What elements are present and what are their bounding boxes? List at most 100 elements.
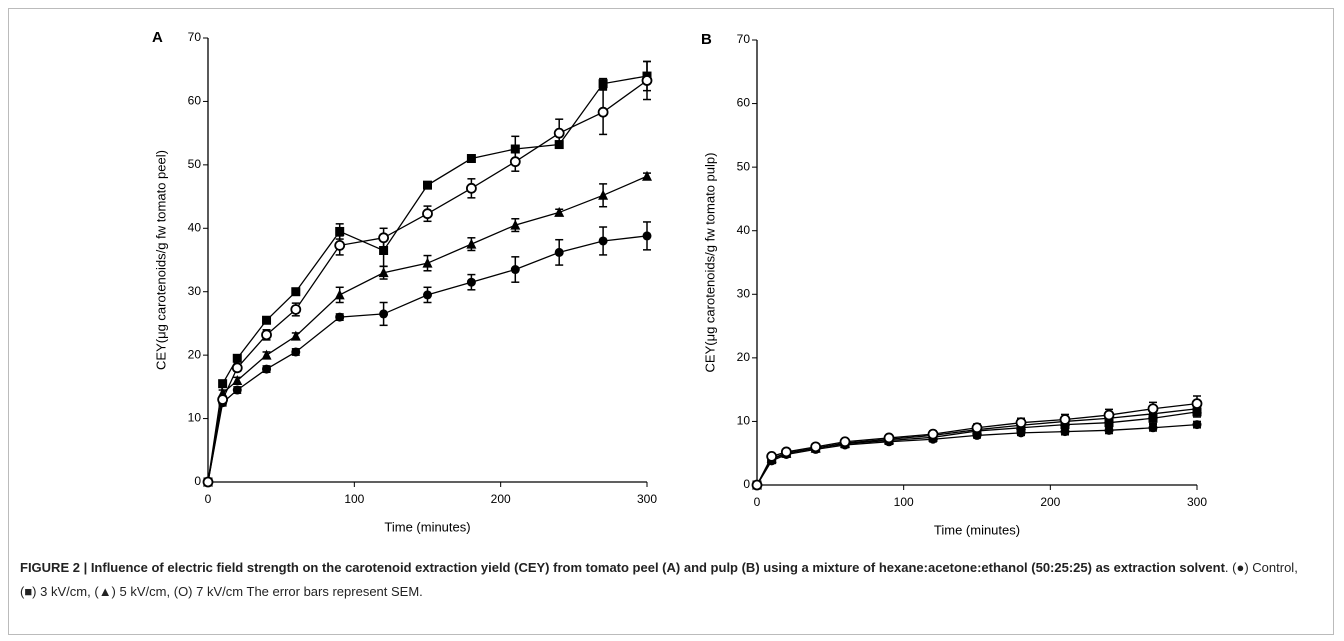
marker (510, 219, 521, 230)
marker (466, 238, 477, 249)
marker (927, 428, 939, 440)
caption-legend: (●) Control (■) 3 kV/cm (▲) 5 kV/cm (O) … (20, 560, 1298, 599)
marker (335, 226, 345, 236)
y-tick-label: 10 (188, 411, 202, 425)
legend-symbol: (■) (20, 584, 37, 599)
marker (291, 347, 301, 357)
marker (261, 349, 272, 360)
marker (839, 436, 851, 448)
marker (553, 127, 565, 139)
marker (422, 208, 433, 220)
marker (217, 394, 229, 405)
y-tick-label: 30 (188, 284, 202, 298)
marker (1104, 425, 1114, 435)
marker (334, 240, 346, 251)
marker (1191, 398, 1203, 410)
legend-item: (▲) 5 kV/cm (94, 584, 170, 599)
marker (1103, 409, 1115, 421)
legend-label: Control (1252, 560, 1295, 575)
x-axis-label: Time (minutes) (384, 519, 470, 534)
marker (423, 180, 432, 190)
y-tick-label: 40 (188, 220, 202, 234)
marker (766, 450, 778, 462)
legend-item: (■) 3 kV/cm (20, 584, 91, 599)
marker (290, 304, 302, 315)
marker (554, 206, 565, 217)
marker (1147, 403, 1159, 415)
marker (465, 182, 477, 194)
legend-label: 5 kV/cm (119, 584, 167, 599)
marker (466, 277, 476, 287)
legend-symbol: (O) (173, 584, 193, 599)
y-tick-label: 20 (737, 350, 751, 364)
legend-symbol: (●) (1232, 560, 1249, 575)
marker (554, 140, 564, 150)
series-line (207, 235, 648, 483)
marker (378, 267, 389, 278)
marker (232, 385, 242, 395)
legend-item: (●) Control (1232, 560, 1298, 575)
marker (290, 330, 301, 341)
marker (1192, 420, 1202, 430)
frame (8, 8, 1334, 635)
marker (810, 441, 822, 453)
marker (291, 287, 301, 297)
marker (780, 446, 792, 458)
x-tick-label: 100 (344, 492, 364, 506)
y-tick-label: 50 (737, 159, 751, 173)
y-tick-label: 60 (737, 96, 751, 110)
marker (554, 247, 564, 257)
legend-label: 3 kV/cm (40, 584, 88, 599)
y-axis-label: CEY(μg carotenoids/g fw tomato peel) (153, 150, 168, 370)
x-tick-label: 0 (754, 495, 761, 509)
caption-title: FIGURE 2 | Influence of electric field s… (20, 560, 1225, 575)
y-tick-label: 70 (188, 30, 202, 44)
x-tick-label: 200 (491, 492, 511, 506)
marker (334, 289, 345, 300)
y-tick-label: 70 (737, 32, 751, 46)
y-tick-label: 50 (188, 157, 202, 171)
legend-symbol: (▲) (94, 584, 116, 599)
marker (597, 106, 609, 118)
marker (971, 422, 983, 434)
legend-item: (O) 7 kV/cm (174, 584, 243, 599)
y-tick-label: 10 (737, 414, 751, 428)
marker (218, 379, 228, 389)
marker (883, 432, 895, 444)
marker (379, 309, 389, 319)
marker (262, 364, 272, 374)
panel-label: B (701, 31, 712, 48)
marker (231, 362, 243, 374)
y-tick-label: 30 (737, 286, 751, 300)
series-line (207, 75, 648, 483)
x-tick-label: 300 (637, 492, 657, 506)
y-tick-label: 60 (188, 94, 202, 108)
marker (598, 189, 609, 200)
marker (751, 479, 763, 491)
marker (1060, 427, 1070, 437)
marker (1059, 414, 1071, 425)
marker (262, 315, 272, 325)
marker (642, 170, 652, 181)
marker (598, 236, 608, 246)
x-axis-label: Time (minutes) (934, 522, 1020, 537)
marker (510, 265, 520, 275)
marker (1015, 417, 1027, 429)
marker (335, 312, 345, 322)
x-tick-label: 100 (894, 495, 914, 509)
panel-label: A (152, 29, 163, 46)
marker (466, 154, 476, 164)
marker (232, 375, 243, 386)
marker (379, 245, 389, 255)
marker (510, 144, 520, 154)
x-tick-label: 300 (1187, 495, 1207, 509)
caption-note: The error bars represent SEM. (246, 584, 423, 599)
marker (642, 231, 652, 241)
y-tick-label: 20 (188, 347, 202, 361)
marker (423, 290, 432, 300)
legend-label: 7 kV/cm (196, 584, 244, 599)
marker (261, 329, 272, 341)
y-tick-label: 40 (737, 223, 751, 237)
